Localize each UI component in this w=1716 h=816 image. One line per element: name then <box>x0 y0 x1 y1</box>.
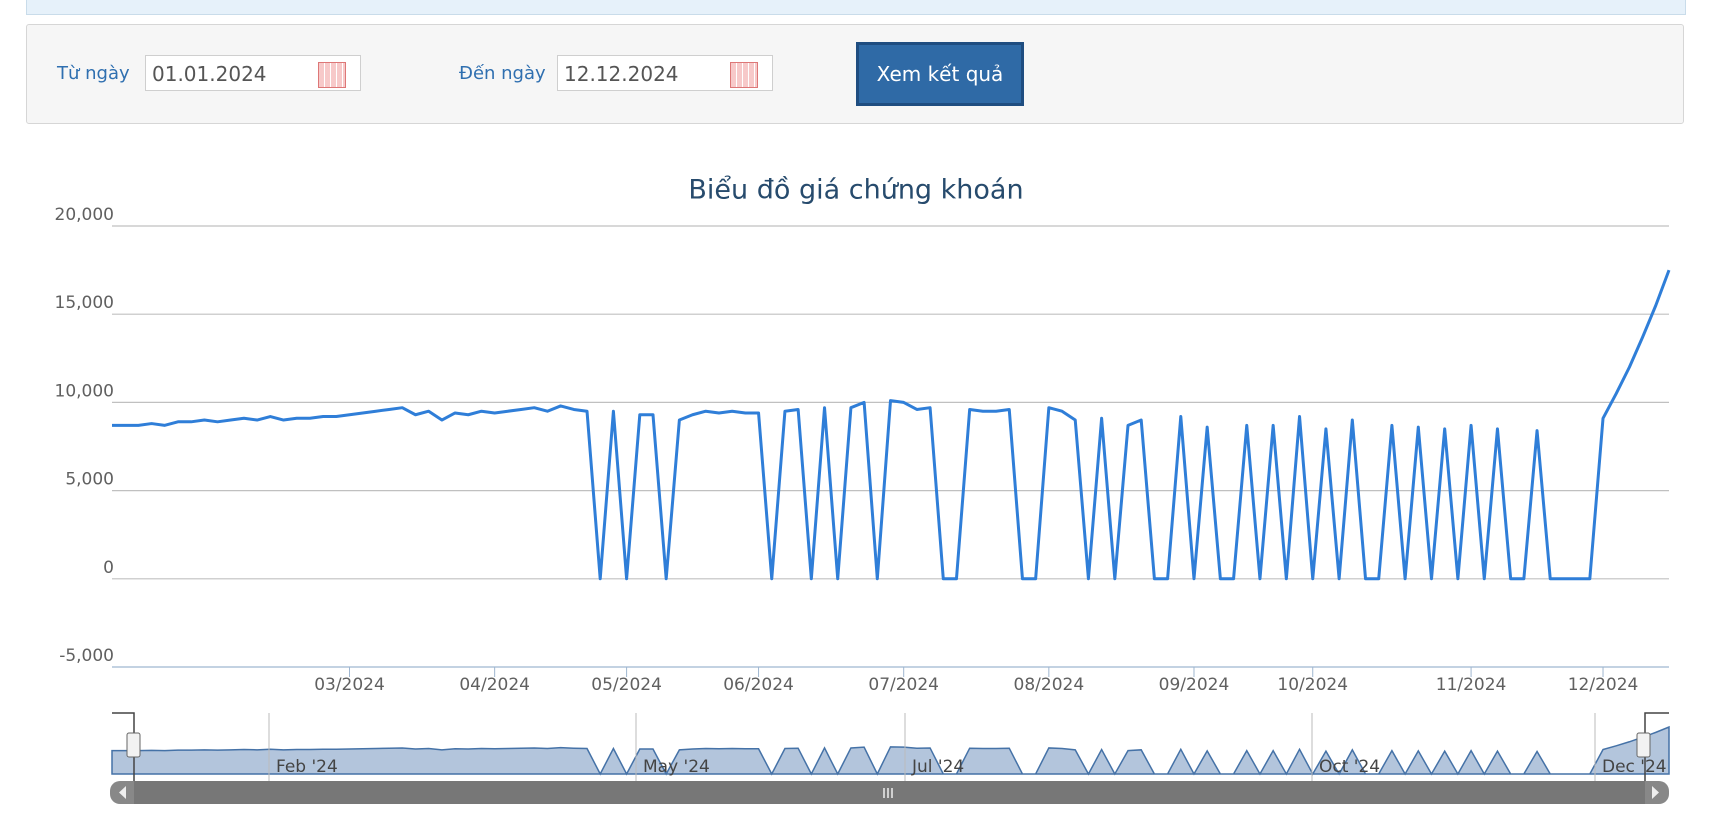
navigator-handle[interactable] <box>1636 732 1651 758</box>
navigator-area <box>111 725 1670 776</box>
navigator-handle[interactable] <box>126 732 141 758</box>
calendar-icon[interactable] <box>730 62 758 88</box>
y-tick-label: -5,000 <box>59 646 114 666</box>
to-input[interactable]: 12.12.2024 <box>557 55 773 91</box>
navigator-outline <box>112 712 1669 781</box>
y-tick-label: 5,000 <box>65 470 114 490</box>
x-tick-label: 10/2024 <box>1277 675 1348 695</box>
x-tick-label: 03/2024 <box>314 675 385 695</box>
scroll-grip <box>883 788 893 798</box>
x-tick-label: 05/2024 <box>591 675 662 695</box>
y-tick-label: 10,000 <box>55 381 114 401</box>
navigator-label: Oct '24 <box>1319 757 1380 777</box>
navigator-label: May '24 <box>643 757 710 777</box>
y-tick-label: 0 <box>103 558 114 578</box>
navigator-label: Jul '24 <box>911 757 964 777</box>
info-strip <box>26 0 1686 15</box>
x-tick-label: 12/2024 <box>1568 675 1639 695</box>
x-tick-label: 11/2024 <box>1436 675 1507 695</box>
price-line <box>112 269 1671 581</box>
from-value: 01.01.2024 <box>152 62 267 86</box>
to-value: 12.12.2024 <box>564 62 679 86</box>
from-label: Từ ngày <box>57 63 130 84</box>
y-tick-label: 20,000 <box>55 205 114 225</box>
chart-title: Biểu đồ giá chứng khoán <box>688 175 1023 206</box>
date-form: Từ ngày 01.01.2024 Đến ngày 12.12.2024 X… <box>26 24 1684 124</box>
scrollbar-thumb[interactable] <box>134 781 1645 804</box>
x-tick-label: 09/2024 <box>1159 675 1230 695</box>
y-tick-label: 15,000 <box>55 293 114 313</box>
x-tick-label: 08/2024 <box>1014 675 1085 695</box>
navigator-label: Dec '24 <box>1602 757 1667 777</box>
from-input[interactable]: 01.01.2024 <box>145 55 361 91</box>
x-tick-label: 07/2024 <box>868 675 939 695</box>
x-tick-label: 06/2024 <box>723 675 794 695</box>
scroll-left[interactable] <box>119 786 126 799</box>
scroll-right[interactable] <box>1652 786 1659 799</box>
navigator-label: Feb '24 <box>276 757 338 777</box>
submit-button[interactable]: Xem kết quả <box>856 42 1024 106</box>
x-tick-label: 04/2024 <box>459 675 530 695</box>
calendar-icon[interactable] <box>318 62 346 88</box>
to-label: Đến ngày <box>459 63 546 84</box>
